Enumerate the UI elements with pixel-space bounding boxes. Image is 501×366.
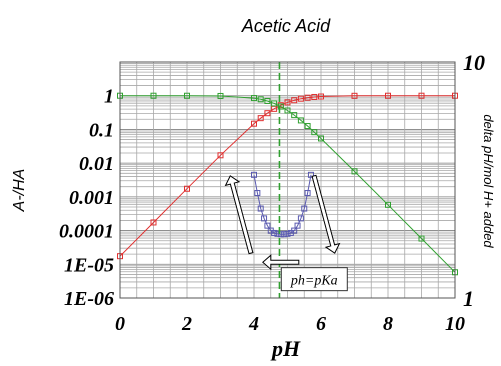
arrow-up-left-icon xyxy=(224,175,254,255)
series-3-point xyxy=(261,215,268,222)
series-3-point xyxy=(277,231,284,238)
series-2-point xyxy=(297,117,304,124)
y-tick-label: 0.1 xyxy=(89,119,114,141)
series-3-point xyxy=(291,227,298,234)
series-3-point xyxy=(281,231,288,238)
series-3-point xyxy=(304,190,311,197)
series-2-line xyxy=(120,95,456,273)
annotation-layer: ph=pKa xyxy=(224,62,348,298)
y-tick-label: 1E-05 xyxy=(64,254,114,276)
arrow-shape xyxy=(224,175,254,255)
series-2-point xyxy=(291,112,298,119)
x-tick-label: 8 xyxy=(383,313,393,335)
series-2-point xyxy=(351,168,358,175)
series-3-point xyxy=(301,205,308,212)
series-1-point xyxy=(257,115,264,122)
series-2-point xyxy=(418,235,425,242)
series-2-point xyxy=(257,96,264,103)
series-2-point xyxy=(264,97,271,104)
arrow-shape xyxy=(262,254,300,271)
y2-tick-label: 10 xyxy=(463,50,485,75)
series-2-point xyxy=(385,201,391,208)
series-3-point xyxy=(297,215,304,222)
series-2-point xyxy=(277,103,284,110)
series-2-point xyxy=(217,92,224,99)
series-2-point xyxy=(318,135,324,142)
annotation-box xyxy=(280,267,348,292)
x-tick-label: 4 xyxy=(248,313,259,335)
series-2-point xyxy=(304,123,311,130)
series-1-point xyxy=(304,94,311,101)
series-1-point xyxy=(184,185,190,192)
y2-tick-label: 1 xyxy=(463,286,474,311)
series-2-point xyxy=(184,92,190,99)
series-2-point xyxy=(284,107,291,114)
series-3-point xyxy=(257,205,264,212)
y-axis-label: A-/HA xyxy=(11,169,28,213)
series-3-point xyxy=(254,190,261,197)
x-tick-label: 10 xyxy=(445,313,465,335)
arrow-left-icon xyxy=(262,254,300,271)
y-tick-label: 0.01 xyxy=(79,153,114,175)
series-1-point xyxy=(150,219,157,226)
plot-border xyxy=(119,61,456,299)
series-3-point xyxy=(307,171,314,178)
annotation-text: ph=pKa xyxy=(290,274,338,289)
series-1-point xyxy=(264,110,271,117)
x-tick-label: 2 xyxy=(181,313,192,335)
arrow-down-right-icon xyxy=(311,174,341,254)
series-3-point xyxy=(294,222,301,229)
series-1-point xyxy=(311,93,318,100)
series-2-point xyxy=(311,129,318,136)
series-1-point xyxy=(385,92,391,99)
series-3-line xyxy=(253,174,312,235)
series-3-point xyxy=(251,171,257,178)
series-1-point xyxy=(291,97,298,104)
y-tick-label: 1E-06 xyxy=(64,288,114,310)
y-tick-label: 1 xyxy=(104,86,114,108)
series-2-point xyxy=(251,95,257,102)
series-2-point xyxy=(150,92,157,99)
series-3-point xyxy=(284,230,291,237)
y-tick-label: 0.001 xyxy=(69,187,114,209)
x-tick-label: 0 xyxy=(115,313,125,335)
series-2-point xyxy=(271,100,278,107)
y-tick-label: 0.0001 xyxy=(59,221,114,243)
arrow-shape xyxy=(311,174,341,254)
y2-axis-label: delta pH/mol H+ added xyxy=(481,114,496,248)
series-1-point xyxy=(418,92,425,99)
series-3-point xyxy=(264,222,271,229)
x-tick-label: 6 xyxy=(316,313,326,335)
series-1-line xyxy=(119,95,455,257)
series-layer xyxy=(117,92,458,276)
series-1-point xyxy=(284,99,291,106)
series-1-point xyxy=(318,93,324,100)
x-axis-label: pH xyxy=(270,336,301,361)
series-1-point xyxy=(297,95,304,102)
series-1-point xyxy=(351,92,358,99)
series-3-point xyxy=(271,229,278,236)
chart-title: Acetic Acid xyxy=(241,16,331,36)
series-1-point xyxy=(251,120,257,127)
series-1-point xyxy=(217,152,224,159)
